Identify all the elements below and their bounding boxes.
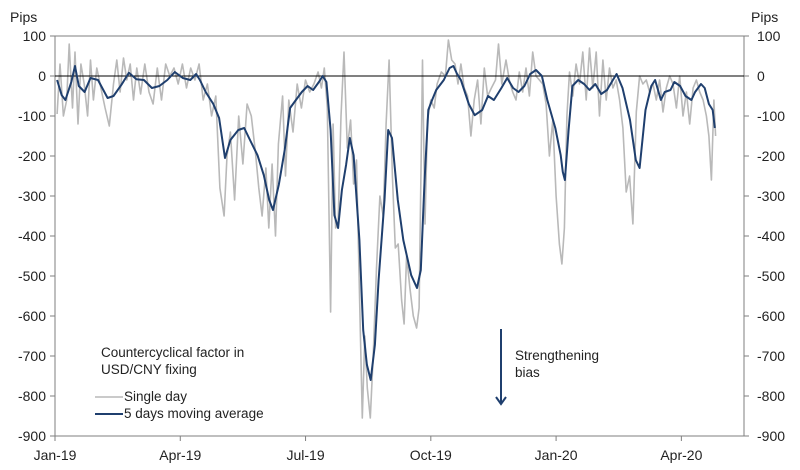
y-ticks-left: 100 0 -100 -200 -300 -400 -500 -600 -700 -800 -900: [18, 28, 55, 444]
y-axis-left-label: Pips: [10, 9, 37, 25]
y-tick-label-left: -600: [18, 308, 46, 324]
y-tick-label-right: -500: [757, 268, 785, 284]
y-ticks-right: 100 0 -100 -200 -300 -400 -500 -600 -700 -800 -900: [744, 28, 785, 444]
arrow-head-icon: [495, 396, 507, 406]
y-tick-label-right: -100: [757, 108, 785, 124]
legend-label-single-day: Single day: [124, 389, 187, 404]
x-tick-label: Jul-19: [286, 447, 324, 463]
y-axis-right-label: Pips: [751, 9, 778, 25]
annotation-line-2: bias: [515, 365, 540, 380]
x-tick-label: Jan-19: [34, 447, 77, 463]
y-tick-label-left: -900: [18, 428, 46, 444]
y-tick-label-right: -700: [757, 348, 785, 364]
y-tick-label-left: -300: [18, 188, 46, 204]
annotation: Strengthening bias: [495, 329, 599, 406]
y-tick-label-left: 0: [38, 68, 46, 84]
y-tick-label-left: -500: [18, 268, 46, 284]
series-single-day-line: [56, 39, 717, 419]
annotation-line-1: Strengthening: [515, 348, 599, 363]
y-tick-label-left: -200: [18, 148, 46, 164]
y-tick-label-right: -400: [757, 228, 785, 244]
y-tick-label-right: 0: [757, 68, 765, 84]
y-tick-label-left: -700: [18, 348, 46, 364]
x-tick-label: Apr-20: [660, 447, 702, 463]
x-tick-label: Jan-20: [535, 447, 578, 463]
y-tick-label-right: -200: [757, 148, 785, 164]
y-tick-label-right: 100: [757, 28, 781, 44]
legend: Countercyclical factor in USD/CNY fixing…: [95, 345, 264, 421]
legend-title-line-2: USD/CNY fixing: [101, 362, 197, 377]
y-tick-label-left: 100: [23, 28, 47, 44]
y-tick-label-right: -600: [757, 308, 785, 324]
legend-title-line-1: Countercyclical factor in: [101, 345, 244, 360]
y-tick-label-right: -300: [757, 188, 785, 204]
y-tick-label-right: -800: [757, 388, 785, 404]
y-tick-label-left: -800: [18, 388, 46, 404]
y-tick-label-left: -400: [18, 228, 46, 244]
x-ticks: Jan-19 Apr-19 Jul-19 Oct-19 Jan-20 Apr-20: [34, 436, 703, 463]
x-tick-label: Apr-19: [159, 447, 201, 463]
y-tick-label-right: -900: [757, 428, 785, 444]
legend-label-moving-average: 5 days moving average: [124, 406, 264, 421]
y-tick-label-left: -100: [18, 108, 46, 124]
series-5-day-moving-average-line: [56, 65, 716, 381]
x-tick-label: Oct-19: [410, 447, 452, 463]
